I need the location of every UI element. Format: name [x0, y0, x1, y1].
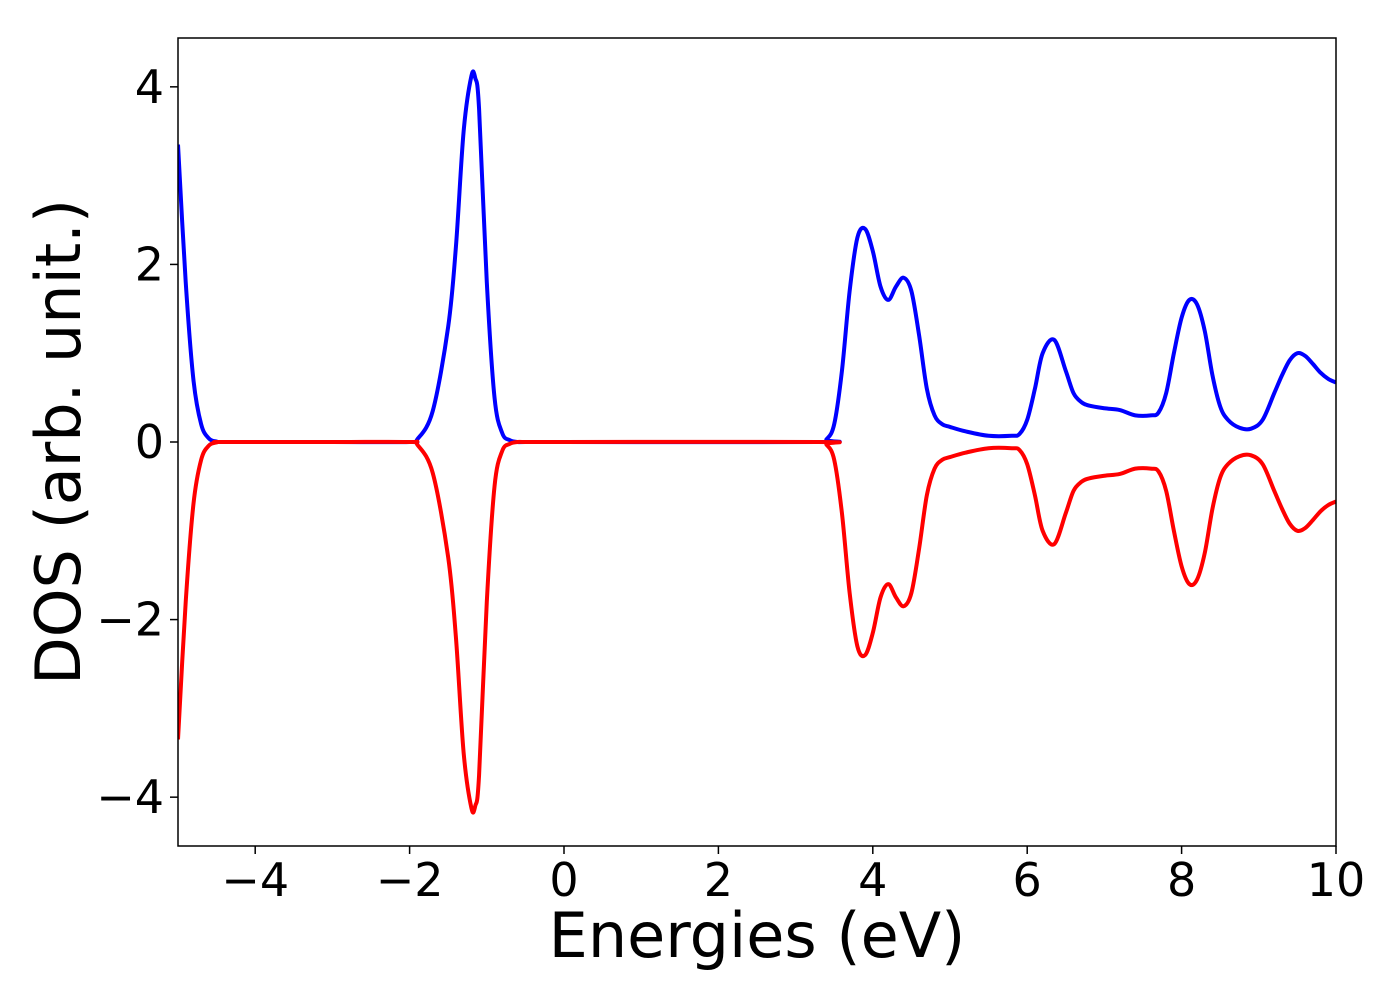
x-tick-label: 2	[704, 853, 733, 907]
x-tick-label: −2	[376, 853, 444, 907]
x-tick-label: 10	[1307, 853, 1366, 907]
series-layer	[178, 69, 1336, 815]
y-tick-label: 4	[135, 60, 164, 114]
y-tick-label: 0	[135, 415, 164, 469]
y-axis-label: DOS (arb. unit.)	[22, 199, 95, 685]
x-axis-label: Energies (eV)	[549, 899, 966, 972]
x-tick-label: −4	[221, 853, 289, 907]
x-axis-ticks: −4 −2 0 2 4 6 8 10	[221, 846, 1365, 907]
series-line-spin-down	[178, 439, 1336, 815]
x-tick-label: 0	[549, 853, 578, 907]
y-tick-label: −4	[96, 770, 164, 824]
series-line-spin-up	[178, 69, 1336, 445]
y-axis-ticks: −4 −2 0 2 4	[96, 60, 178, 824]
x-tick-label: 4	[858, 853, 887, 907]
y-tick-label: 2	[135, 237, 164, 291]
x-tick-label: 6	[1013, 853, 1042, 907]
x-tick-label: 8	[1167, 853, 1196, 907]
y-tick-label: −2	[96, 593, 164, 647]
